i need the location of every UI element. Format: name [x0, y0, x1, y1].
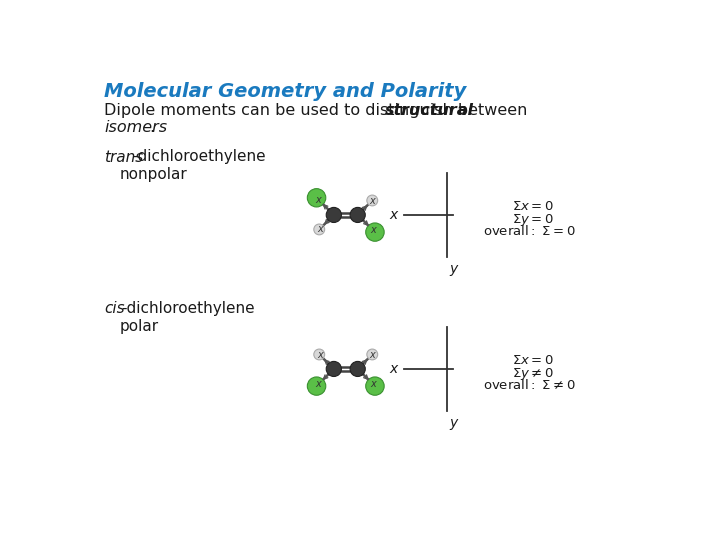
Text: x: x	[390, 362, 397, 376]
Text: x: x	[315, 379, 321, 389]
Text: $\Sigma y = 0$: $\Sigma y = 0$	[513, 212, 554, 228]
Text: Molecular Geometry and Polarity: Molecular Geometry and Polarity	[104, 82, 467, 101]
Text: x: x	[390, 208, 397, 222]
Text: cis: cis	[104, 301, 125, 316]
Circle shape	[366, 349, 378, 360]
Text: x: x	[369, 196, 374, 206]
Circle shape	[314, 224, 325, 235]
Circle shape	[350, 207, 365, 222]
Text: structural: structural	[384, 103, 474, 118]
Text: x: x	[370, 225, 376, 235]
Text: $\Sigma x = 0$: $\Sigma x = 0$	[513, 354, 554, 367]
Text: $\mathrm{overall:}\ \Sigma = 0$: $\mathrm{overall:}\ \Sigma = 0$	[483, 224, 576, 238]
Text: .: .	[149, 120, 154, 135]
Text: x: x	[317, 224, 323, 234]
Text: $\mathrm{overall:}\ \Sigma \neq 0$: $\mathrm{overall:}\ \Sigma \neq 0$	[483, 378, 576, 392]
Text: $\Sigma y \neq 0$: $\Sigma y \neq 0$	[513, 366, 554, 382]
Text: y: y	[449, 262, 458, 276]
Circle shape	[366, 377, 384, 395]
Circle shape	[307, 377, 325, 395]
Text: $\Sigma x = 0$: $\Sigma x = 0$	[513, 200, 554, 213]
Circle shape	[307, 188, 325, 207]
Circle shape	[314, 349, 325, 360]
Text: -dichloroethylene: -dichloroethylene	[121, 301, 255, 316]
Text: polar: polar	[120, 319, 158, 334]
Text: y: y	[449, 416, 458, 430]
Text: trans: trans	[104, 150, 143, 165]
Circle shape	[366, 223, 384, 241]
Text: x: x	[369, 350, 374, 360]
Text: -dichloroethylene: -dichloroethylene	[132, 150, 266, 165]
Text: x: x	[315, 194, 321, 205]
Text: isomers: isomers	[104, 120, 167, 135]
Text: nonpolar: nonpolar	[120, 167, 187, 182]
Text: x: x	[317, 350, 323, 360]
Text: x: x	[370, 379, 376, 389]
Circle shape	[326, 207, 341, 222]
Circle shape	[366, 195, 378, 206]
Text: Dipole moments can be used to distinguish between: Dipole moments can be used to distinguis…	[104, 103, 533, 118]
Circle shape	[350, 361, 365, 376]
Circle shape	[326, 361, 341, 376]
